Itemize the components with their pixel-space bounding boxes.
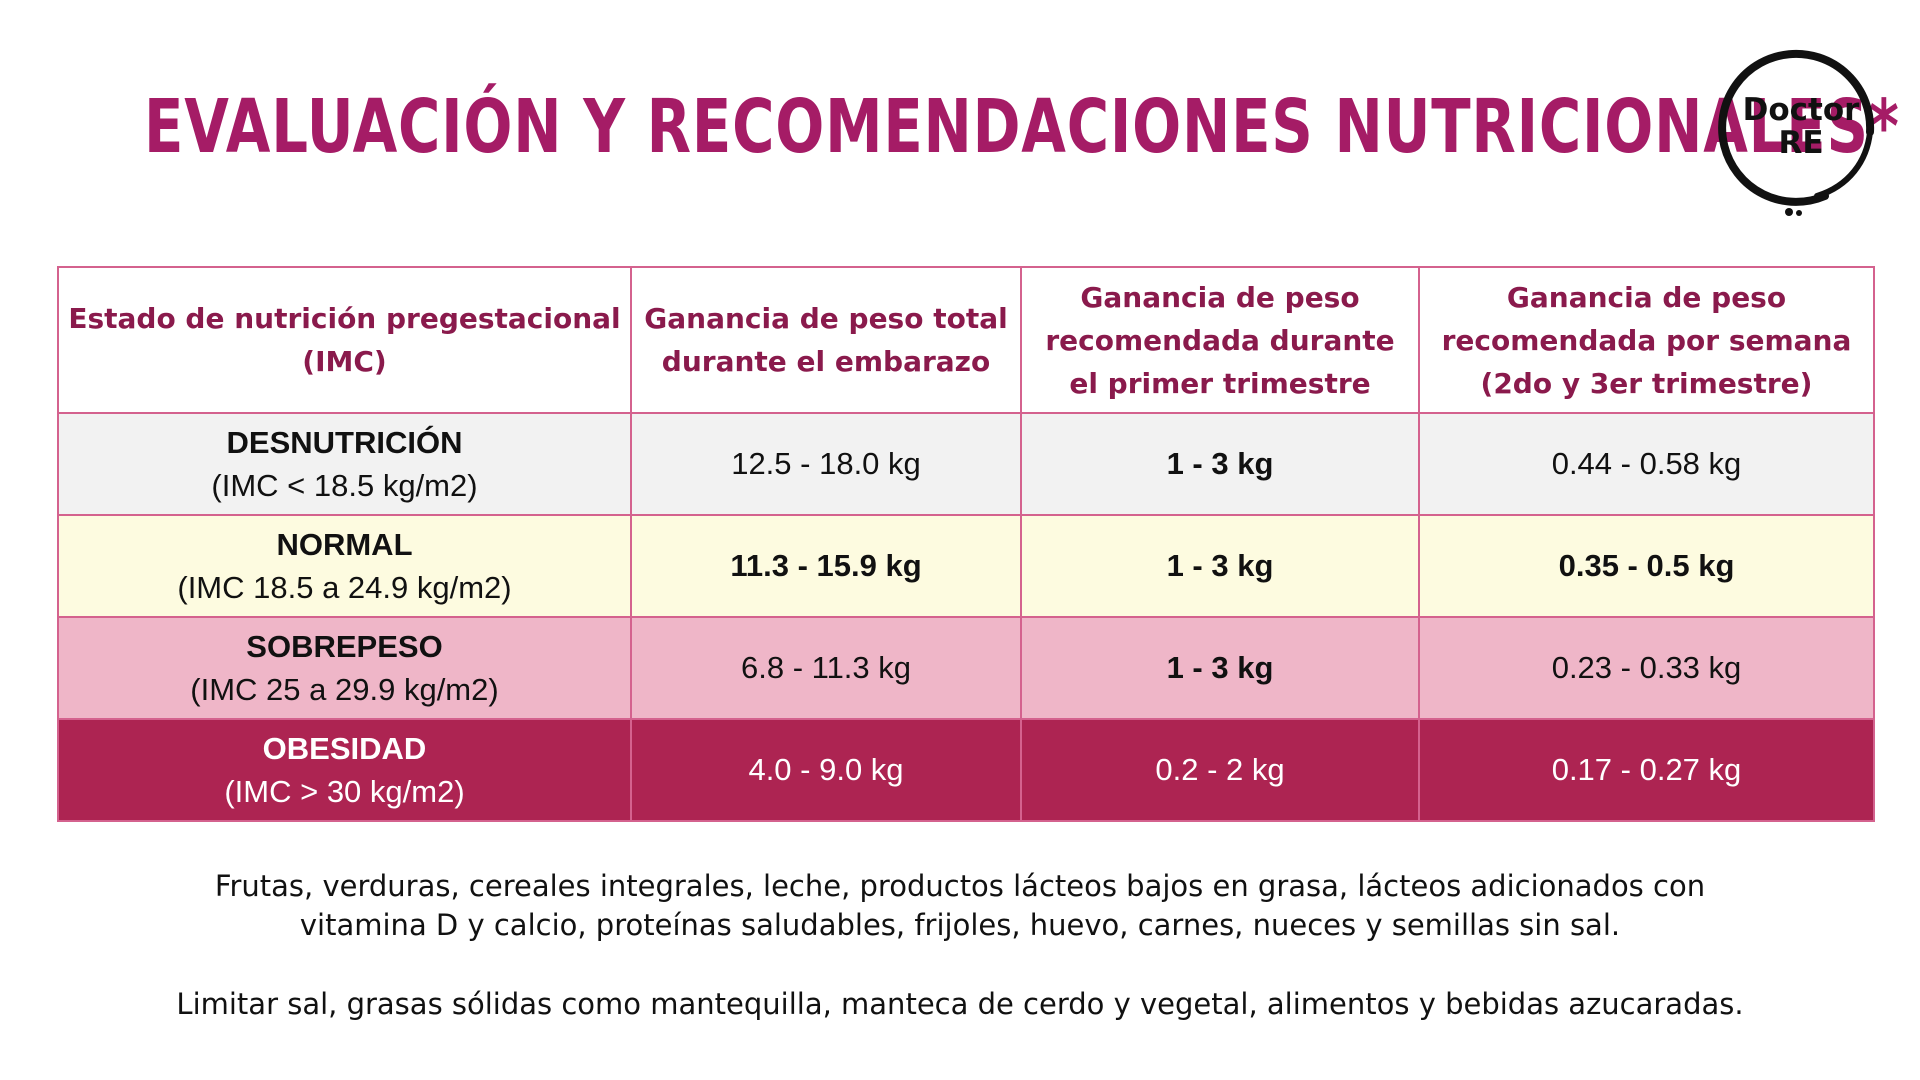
category-cell: OBESIDAD (IMC > 30 kg/m2): [57, 718, 632, 822]
table-row: DESNUTRICIÓN (IMC < 18.5 kg/m2) 12.5 - 1…: [57, 412, 1875, 516]
first-trimester-gain-cell: 1 - 3 kg: [1020, 616, 1420, 720]
weekly-gain-cell: 0.35 - 0.5 kg: [1418, 514, 1875, 618]
header-weekly-gain: Ganancia de peso recomendada por semana …: [1418, 266, 1875, 414]
limit-foods-note: Limitar sal, grasas sólidas como mantequ…: [176, 987, 1744, 1021]
table-row: SOBREPESO (IMC 25 a 29.9 kg/m2) 6.8 - 11…: [57, 616, 1875, 720]
category-name: DESNUTRICIÓN: [226, 425, 463, 460]
nutrition-table: Estado de nutrición pregestacional (IMC)…: [57, 266, 1875, 822]
table-header-row: Estado de nutrición pregestacional (IMC)…: [57, 266, 1875, 414]
first-trimester-gain-cell: 0.2 - 2 kg: [1020, 718, 1420, 822]
category-imc-range: (IMC 18.5 a 24.9 kg/m2): [177, 570, 512, 605]
doctor-re-logo-ring: [1718, 49, 1875, 216]
category-cell: SOBREPESO (IMC 25 a 29.9 kg/m2): [57, 616, 632, 720]
recommended-foods-note: Frutas, verduras, cereales integrales, l…: [214, 869, 1706, 942]
logo-line-1: Doctor: [1742, 92, 1860, 128]
header-total-gain: Ganancia de peso total durante el embara…: [630, 266, 1022, 414]
category-cell: DESNUTRICIÓN (IMC < 18.5 kg/m2): [57, 412, 632, 516]
total-gain-cell: 4.0 - 9.0 kg: [630, 718, 1022, 822]
category-name: SOBREPESO: [246, 629, 443, 664]
header-first-trimester-gain: Ganancia de peso recomendada durante el …: [1020, 266, 1420, 414]
total-gain-cell: 12.5 - 18.0 kg: [630, 412, 1022, 516]
weekly-gain-cell: 0.44 - 0.58 kg: [1418, 412, 1875, 516]
header-nutrition-status: Estado de nutrición pregestacional (IMC): [57, 266, 632, 414]
category-imc-range: (IMC 25 a 29.9 kg/m2): [190, 672, 499, 707]
category-name: NORMAL: [276, 527, 413, 562]
logo-line-2: RE: [1778, 125, 1824, 161]
category-name: OBESIDAD: [262, 731, 427, 766]
first-trimester-gain-cell: 1 - 3 kg: [1020, 412, 1420, 516]
category-imc-range: (IMC > 30 kg/m2): [224, 774, 465, 809]
weekly-gain-cell: 0.17 - 0.27 kg: [1418, 718, 1875, 822]
first-trimester-gain-cell: 1 - 3 kg: [1020, 514, 1420, 618]
total-gain-cell: 6.8 - 11.3 kg: [630, 616, 1022, 720]
table-row: OBESIDAD (IMC > 30 kg/m2) 4.0 - 9.0 kg 0…: [57, 718, 1875, 822]
page-title: EVALUACIÓN Y RECOMENDACIONES NUTRICIONAL…: [144, 84, 1900, 170]
category-cell: NORMAL (IMC 18.5 a 24.9 kg/m2): [57, 514, 632, 618]
weekly-gain-cell: 0.23 - 0.33 kg: [1418, 616, 1875, 720]
total-gain-cell: 11.3 - 15.9 kg: [630, 514, 1022, 618]
doctor-re-logo: Doctor RE: [1721, 94, 1881, 160]
category-imc-range: (IMC < 18.5 kg/m2): [211, 468, 478, 503]
table-row: NORMAL (IMC 18.5 a 24.9 kg/m2) 11.3 - 15…: [57, 514, 1875, 618]
